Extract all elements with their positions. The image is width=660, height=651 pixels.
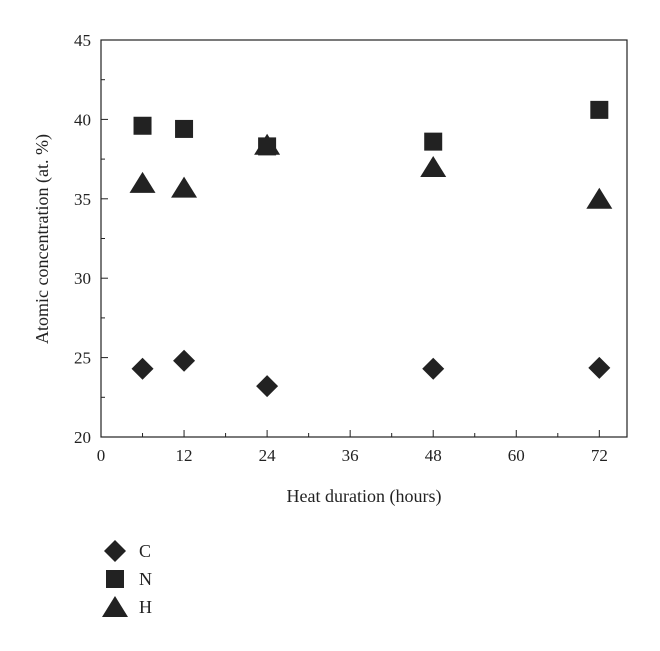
- data-point-h: [254, 133, 281, 155]
- x-tick-label: 36: [342, 446, 359, 465]
- x-tick-label: 0: [97, 446, 106, 465]
- y-tick-label: 35: [74, 190, 91, 209]
- legend: CNH: [102, 540, 152, 617]
- y-tick-label: 45: [74, 31, 91, 50]
- data-point-h: [586, 187, 613, 209]
- data-point-h: [171, 176, 198, 198]
- data-point-c: [131, 357, 154, 380]
- legend-marker-h: [102, 596, 128, 617]
- data-point-h: [420, 156, 447, 178]
- x-tick-label: 12: [176, 446, 193, 465]
- legend-label-c: C: [139, 541, 151, 561]
- data-point-c: [173, 349, 196, 372]
- x-tick-label: 24: [259, 446, 277, 465]
- legend-label-n: N: [139, 569, 152, 589]
- legend-marker-c: [104, 540, 126, 562]
- legend-marker-n: [106, 570, 124, 588]
- y-tick-label: 40: [74, 110, 91, 129]
- x-tick-label: 60: [508, 446, 525, 465]
- x-axis-title: Heat duration (hours): [287, 486, 442, 507]
- data-point-n: [590, 100, 609, 119]
- data-point-n: [133, 116, 152, 135]
- y-tick-label: 20: [74, 428, 91, 447]
- data-point-h: [129, 171, 156, 193]
- data-point-c: [256, 375, 279, 398]
- y-axis-title: Atomic concentration (at. %): [32, 134, 53, 344]
- data-point-c: [422, 357, 445, 380]
- x-tick-label: 48: [425, 446, 442, 465]
- y-tick-label: 25: [74, 349, 91, 368]
- legend-label-h: H: [139, 597, 152, 617]
- y-tick-label: 30: [74, 269, 91, 288]
- data-points: [129, 100, 613, 398]
- axes: 0 12 24 36 48 60 72 20 25 30 35 40 45: [74, 31, 628, 465]
- x-tick-label: 72: [591, 446, 608, 465]
- data-point-n: [424, 132, 443, 151]
- data-point-c: [588, 356, 611, 379]
- data-point-n: [175, 119, 194, 138]
- plot-frame: [100, 39, 628, 438]
